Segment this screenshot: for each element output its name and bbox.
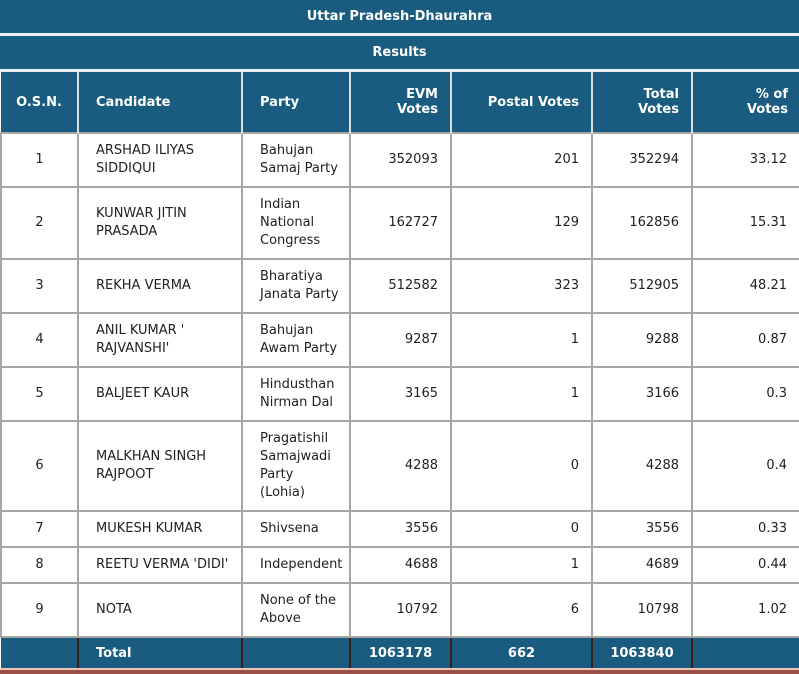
total-votes-cell: 4288 — [591, 420, 693, 512]
total-votes-cell: 4689 — [591, 546, 693, 584]
total-votes-cell: 352294 — [591, 132, 693, 188]
table-row: 9 NOTA None of the Above 10792 6 10798 1… — [0, 582, 799, 638]
total-votes-cell: 162856 — [591, 186, 693, 260]
pct-votes-cell: 33.12 — [691, 132, 799, 188]
party-cell: Independent — [241, 546, 351, 584]
results-label: Results — [372, 45, 427, 60]
candidate-cell: ARSHAD ILIYAS SIDDIQUI — [77, 132, 243, 188]
postal-votes-cell: 0 — [450, 420, 593, 512]
postal-votes-cell: 1 — [450, 366, 593, 422]
candidate-cell: NOTA — [77, 582, 243, 638]
party-cell: Indian National Congress — [241, 186, 351, 260]
evm-votes-cell: 512582 — [349, 258, 452, 314]
osn-cell: 2 — [0, 186, 79, 260]
total-row: Total 1063178 662 1063840 — [1, 636, 799, 668]
osn-cell: 7 — [0, 510, 79, 548]
osn-cell: 5 — [0, 366, 79, 422]
results-bar: Results — [0, 36, 799, 69]
osn-cell: 6 — [0, 420, 79, 512]
column-header-party: Party — [242, 72, 351, 133]
column-header-pct-votes: % of Votes — [692, 72, 799, 133]
candidate-cell: REETU VERMA 'DIDI' — [77, 546, 243, 584]
column-header-evm-votes: EVM Votes — [350, 72, 452, 133]
pct-votes-cell: 0.3 — [691, 366, 799, 422]
osn-cell: 4 — [0, 312, 79, 368]
constituency-title-bar: Uttar Pradesh-Dhaurahra — [0, 0, 799, 33]
party-cell: Shivsena — [241, 510, 351, 548]
total-pct-cell — [692, 636, 799, 668]
pct-votes-cell: 0.44 — [691, 546, 799, 584]
pct-votes-cell: 0.4 — [691, 420, 799, 512]
evm-votes-cell: 4688 — [349, 546, 452, 584]
party-cell: Hindusthan Nirman Dal — [241, 366, 351, 422]
evm-votes-cell: 4288 — [349, 420, 452, 512]
candidate-cell: ANIL KUMAR ' RAJVANSHI' — [77, 312, 243, 368]
table-row: 6 MALKHAN SINGH RAJPOOT Pragatishil Sama… — [0, 420, 799, 512]
separator — [0, 69, 799, 72]
total-total-votes: 1063840 — [592, 636, 693, 668]
postal-votes-cell: 1 — [450, 312, 593, 368]
total-evm-votes: 1063178 — [350, 636, 452, 668]
evm-votes-cell: 162727 — [349, 186, 452, 260]
postal-votes-cell: 6 — [450, 582, 593, 638]
candidate-cell: MALKHAN SINGH RAJPOOT — [77, 420, 243, 512]
pct-votes-cell: 0.87 — [691, 312, 799, 368]
candidate-cell: MUKESH KUMAR — [77, 510, 243, 548]
pct-votes-cell: 15.31 — [691, 186, 799, 260]
evm-votes-cell: 10792 — [349, 582, 452, 638]
total-osn-cell — [1, 636, 79, 668]
postal-votes-cell: 129 — [450, 186, 593, 260]
total-label: Total — [78, 636, 243, 668]
evm-votes-cell: 352093 — [349, 132, 452, 188]
table-row: 2 KUNWAR JITIN PRASADA Indian National C… — [0, 186, 799, 260]
evm-votes-cell: 9287 — [349, 312, 452, 368]
separator — [0, 33, 799, 36]
table-row: 5 BALJEET KAUR Hindusthan Nirman Dal 316… — [0, 366, 799, 422]
table-row: 3 REKHA VERMA Bharatiya Janata Party 512… — [0, 258, 799, 314]
table-row: 1 ARSHAD ILIYAS SIDDIQUI Bahujan Samaj P… — [0, 132, 799, 188]
column-header-postal-votes: Postal Votes — [451, 72, 593, 133]
total-party-cell — [242, 636, 351, 668]
table-header-row: O.S.N. Candidate Party EVM Votes Postal … — [1, 72, 799, 133]
total-votes-cell: 3166 — [591, 366, 693, 422]
bottom-strip-dark — [0, 670, 799, 674]
osn-cell: 3 — [0, 258, 79, 314]
pct-votes-cell: 1.02 — [691, 582, 799, 638]
column-header-candidate: Candidate — [78, 72, 243, 133]
total-votes-cell: 3556 — [591, 510, 693, 548]
pct-votes-cell: 0.33 — [691, 510, 799, 548]
total-votes-cell: 10798 — [591, 582, 693, 638]
table-row: 4 ANIL KUMAR ' RAJVANSHI' Bahujan Awam P… — [0, 312, 799, 368]
party-cell: Pragatishil Samajwadi Party (Lohia) — [241, 420, 351, 512]
column-header-total-votes: Total Votes — [592, 72, 693, 133]
candidate-cell: KUNWAR JITIN PRASADA — [77, 186, 243, 260]
evm-votes-cell: 3556 — [349, 510, 452, 548]
postal-votes-cell: 323 — [450, 258, 593, 314]
candidate-cell: BALJEET KAUR — [77, 366, 243, 422]
party-cell: Bahujan Awam Party — [241, 312, 351, 368]
total-postal-votes: 662 — [451, 636, 593, 668]
osn-cell: 9 — [0, 582, 79, 638]
total-votes-cell: 512905 — [591, 258, 693, 314]
pct-votes-cell: 48.21 — [691, 258, 799, 314]
table-row: 8 REETU VERMA 'DIDI' Independent 4688 1 … — [0, 546, 799, 584]
total-votes-cell: 9288 — [591, 312, 693, 368]
table-row: 7 MUKESH KUMAR Shivsena 3556 0 3556 0.33 — [0, 510, 799, 548]
osn-cell: 8 — [0, 546, 79, 584]
evm-votes-cell: 3165 — [349, 366, 452, 422]
results-table: O.S.N. Candidate Party EVM Votes Postal … — [0, 72, 799, 668]
party-cell: Bahujan Samaj Party — [241, 132, 351, 188]
constituency-title: Uttar Pradesh-Dhaurahra — [306, 9, 493, 24]
osn-cell: 1 — [0, 132, 79, 188]
column-header-osn: O.S.N. — [1, 72, 79, 133]
candidate-cell: REKHA VERMA — [77, 258, 243, 314]
postal-votes-cell: 1 — [450, 546, 593, 584]
party-cell: Bharatiya Janata Party — [241, 258, 351, 314]
postal-votes-cell: 0 — [450, 510, 593, 548]
party-cell: None of the Above — [241, 582, 351, 638]
postal-votes-cell: 201 — [450, 132, 593, 188]
